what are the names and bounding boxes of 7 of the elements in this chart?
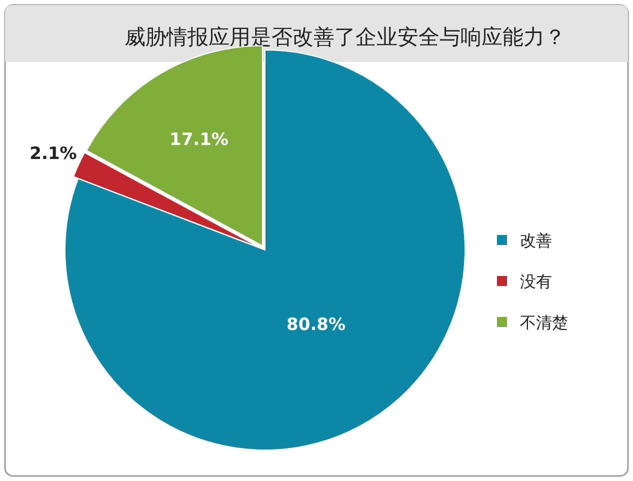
legend-label: 改善	[520, 231, 552, 250]
chart-title: 威胁情报应用是否改善了企业安全与响应能力？	[124, 25, 566, 49]
legend-label: 不清楚	[520, 313, 568, 332]
data-label: 2.1%	[30, 144, 77, 164]
data-label: 17.1%	[169, 130, 228, 150]
data-label: 80.8%	[286, 315, 346, 336]
legend-label: 没有	[520, 272, 552, 291]
